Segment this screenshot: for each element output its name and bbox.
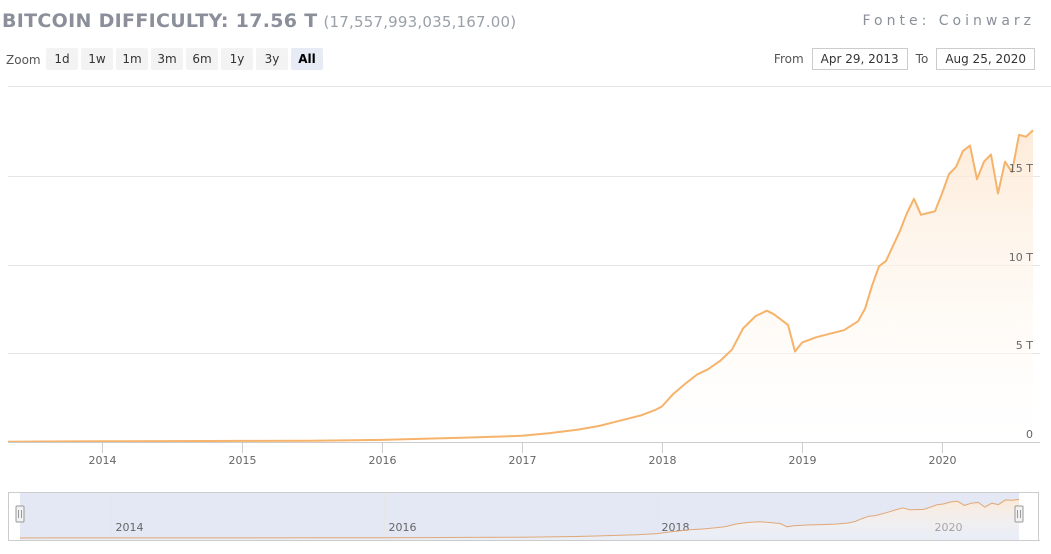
x-tick-label: 2020 bbox=[929, 454, 957, 467]
y-tick-label: 15 T bbox=[1009, 162, 1033, 175]
navigator-right-handle[interactable] bbox=[1014, 505, 1024, 523]
to-label: To bbox=[915, 52, 929, 66]
zoom-button-6m[interactable]: 6m bbox=[186, 48, 218, 70]
difficulty-area-fill bbox=[8, 130, 1033, 443]
zoom-button-3y[interactable]: 3y bbox=[256, 48, 288, 70]
x-tick-label: 2016 bbox=[369, 454, 397, 467]
x-tick-label: 2019 bbox=[789, 454, 817, 467]
zoom-button-1m[interactable]: 1m bbox=[116, 48, 148, 70]
x-tick-label: 2015 bbox=[229, 454, 257, 467]
difficulty-exact-value: (17,557,993,035,167.00) bbox=[323, 13, 517, 31]
navigator-left-handle[interactable] bbox=[15, 505, 25, 523]
zoom-button-All[interactable]: All bbox=[291, 48, 323, 70]
difficulty-series-line bbox=[7, 129, 1034, 443]
y-tick-label: 10 T bbox=[1009, 251, 1033, 264]
zoom-label: Zoom bbox=[6, 53, 41, 67]
difficulty-chart: 0 5 T 10 T 15 T 2014 2015 2016 2017 2018 2019 202… bbox=[7, 86, 1051, 541]
difficulty-title: BITCOIN DIFFICULTY: 17.56 T bbox=[2, 10, 318, 32]
from-label: From bbox=[773, 52, 804, 66]
navigator[interactable]: 2014201620182020 bbox=[8, 492, 1040, 541]
x-tick-label: 2014 bbox=[89, 454, 117, 467]
x-tick-label: 2017 bbox=[509, 454, 537, 467]
zoom-button-group: 1d 1w 1m 3m 6m 1y 3y All bbox=[46, 48, 323, 70]
navigator-right-handle-grip[interactable] bbox=[1014, 505, 1024, 523]
date-range: From Apr 29, 2013 To Aug 25, 2020 bbox=[774, 48, 1035, 70]
y-tick-label: 5 T bbox=[1016, 339, 1033, 352]
navigator-left-handle-grip[interactable] bbox=[15, 505, 25, 523]
x-axis-ticks: 2014 2015 2016 2017 2018 2019 2020 bbox=[8, 442, 1040, 467]
to-date-input[interactable]: Aug 25, 2020 bbox=[936, 48, 1035, 70]
source-label: Fonte: Coinwarz bbox=[862, 13, 1035, 29]
chart-header: BITCOIN DIFFICULTY: 17.56 T (17,557,993,0… bbox=[0, 8, 1051, 38]
y-tick-label: 0 bbox=[1026, 428, 1033, 441]
navigator-area-fill bbox=[20, 499, 1019, 540]
y-axis-ticks: 0 5 T 10 T 15 T bbox=[1009, 162, 1033, 441]
navigator-tick-label: 2014 bbox=[116, 521, 144, 534]
chart-title: BITCOIN DIFFICULTY: 17.56 T (17,557,993,0… bbox=[2, 10, 516, 32]
zoom-button-1y[interactable]: 1y bbox=[221, 48, 253, 70]
zoom-button-1d[interactable]: 1d bbox=[46, 48, 78, 70]
from-date-input[interactable]: Apr 29, 2013 bbox=[811, 48, 908, 70]
x-tick-label: 2018 bbox=[649, 454, 677, 467]
chart-series-area bbox=[7, 129, 1034, 443]
navigator-tick-label: 2016 bbox=[389, 521, 417, 534]
zoom-button-3m[interactable]: 3m bbox=[151, 48, 183, 70]
range-selector: Zoom 1d 1w 1m 3m 6m 1y 3y All From Apr 29, 2013… bbox=[0, 48, 1051, 72]
zoom-button-1w[interactable]: 1w bbox=[81, 48, 113, 70]
navigator-series-line bbox=[19, 498, 1020, 539]
